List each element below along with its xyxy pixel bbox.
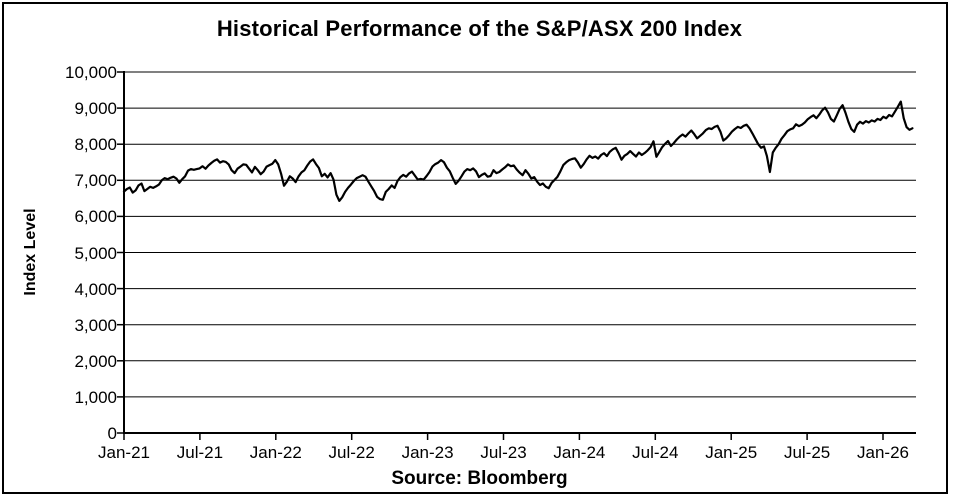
x-tick-label: Jan-24 (553, 443, 606, 462)
x-tick-label: Jul-21 (176, 443, 224, 462)
x-tick-label: Jan-26 (857, 443, 909, 462)
x-tick-label: Jul-24 (632, 443, 679, 462)
y-tick-label: 6,000 (74, 207, 117, 227)
y-tick-label: 10,000 (65, 63, 117, 82)
y-tick-label: 8,000 (74, 135, 117, 155)
chart-title: Historical Performance of the S&P/ASX 20… (216, 16, 743, 41)
x-tick-label: Jan-22 (249, 443, 302, 462)
y-tick-label: 5,000 (74, 243, 117, 263)
x-tick-label: Jan-23 (401, 443, 454, 462)
y-tick-label: 3,000 (74, 315, 117, 335)
x-tick-label: Jul-22 (328, 443, 375, 462)
x-tick-label: Jan-21 (98, 443, 150, 462)
x-tick-label: Jul-23 (480, 443, 527, 462)
index-line-series (122, 100, 914, 202)
y-tick-label: 9,000 (74, 99, 117, 119)
y-tick-label: 4,000 (74, 279, 117, 299)
y-tick-label: 7,000 (74, 171, 117, 191)
source-label: Source: Bloomberg (391, 468, 568, 489)
y-tick-label: 1,000 (74, 387, 117, 407)
x-tick-label: Jul-25 (783, 443, 831, 462)
x-tick-label: Jan-25 (705, 443, 758, 462)
y-tick-label: 2,000 (74, 351, 117, 371)
y-tick-label: 0 (107, 424, 117, 443)
